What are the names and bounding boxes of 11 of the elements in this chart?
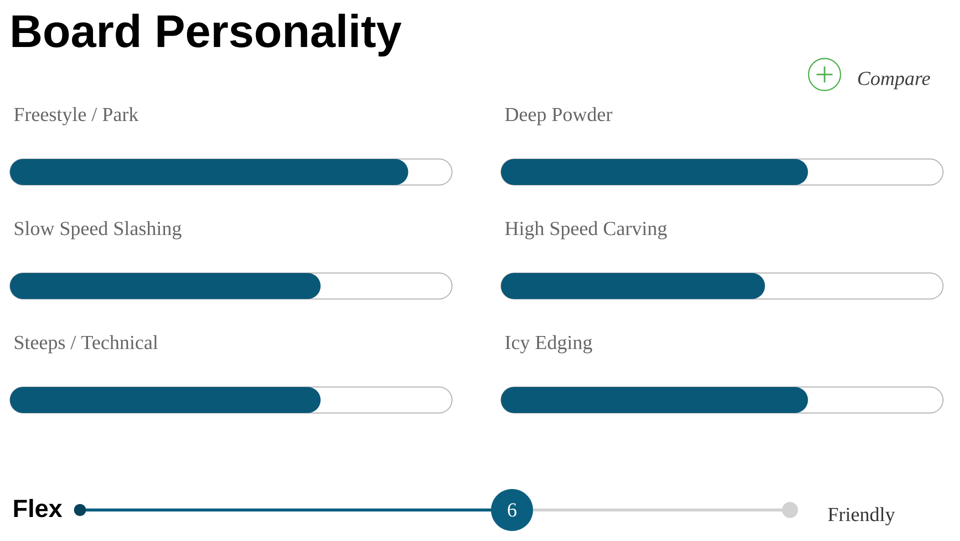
data-label: 6 bbox=[508, 503, 516, 517]
y-tick-label: Icy Edging bbox=[505, 335, 592, 354]
text: Friendly bbox=[828, 507, 895, 526]
y-tick-label: Steeps / Technical bbox=[14, 335, 158, 354]
y-tick-label: High Speed Carving bbox=[505, 221, 667, 240]
y-tick-label: Deep Powder bbox=[505, 107, 612, 126]
category-label: Flex bbox=[14, 498, 62, 518]
text: Compare bbox=[858, 72, 930, 90]
chart-title: Board Personality bbox=[12, 14, 402, 57]
y-tick-label: Freestyle / Park bbox=[14, 107, 139, 126]
y-tick-label: Slow Speed Slashing bbox=[14, 221, 182, 240]
